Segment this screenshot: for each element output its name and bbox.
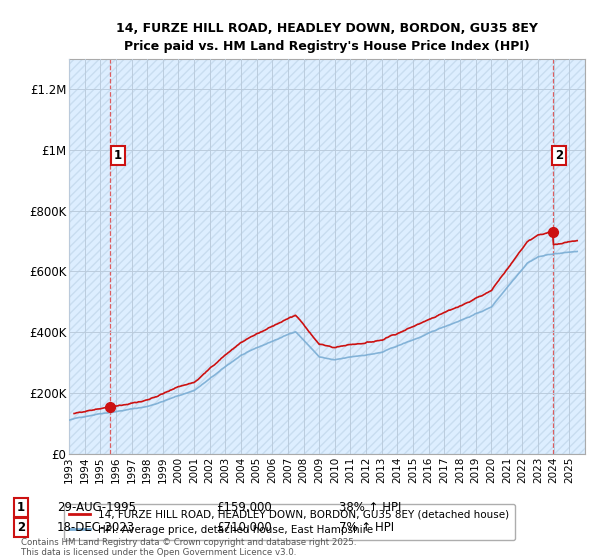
Text: 1: 1	[17, 501, 25, 515]
Text: 2: 2	[17, 521, 25, 534]
Text: 29-AUG-1995: 29-AUG-1995	[57, 501, 136, 515]
Text: £710,000: £710,000	[216, 521, 272, 534]
Text: £159,000: £159,000	[216, 501, 272, 515]
Text: 18-DEC-2023: 18-DEC-2023	[57, 521, 135, 534]
Text: 38% ↑ HPI: 38% ↑ HPI	[339, 501, 401, 515]
Bar	[69, 59, 585, 454]
Text: 7% ↑ HPI: 7% ↑ HPI	[339, 521, 394, 534]
Text: Contains HM Land Registry data © Crown copyright and database right 2025.
This d: Contains HM Land Registry data © Crown c…	[21, 538, 356, 557]
Legend: 14, FURZE HILL ROAD, HEADLEY DOWN, BORDON, GU35 8EY (detached house), HPI: Avera: 14, FURZE HILL ROAD, HEADLEY DOWN, BORDO…	[64, 504, 515, 540]
Text: 2: 2	[555, 149, 563, 162]
Text: 1: 1	[113, 149, 122, 162]
Title: 14, FURZE HILL ROAD, HEADLEY DOWN, BORDON, GU35 8EY
Price paid vs. HM Land Regis: 14, FURZE HILL ROAD, HEADLEY DOWN, BORDO…	[116, 22, 538, 53]
